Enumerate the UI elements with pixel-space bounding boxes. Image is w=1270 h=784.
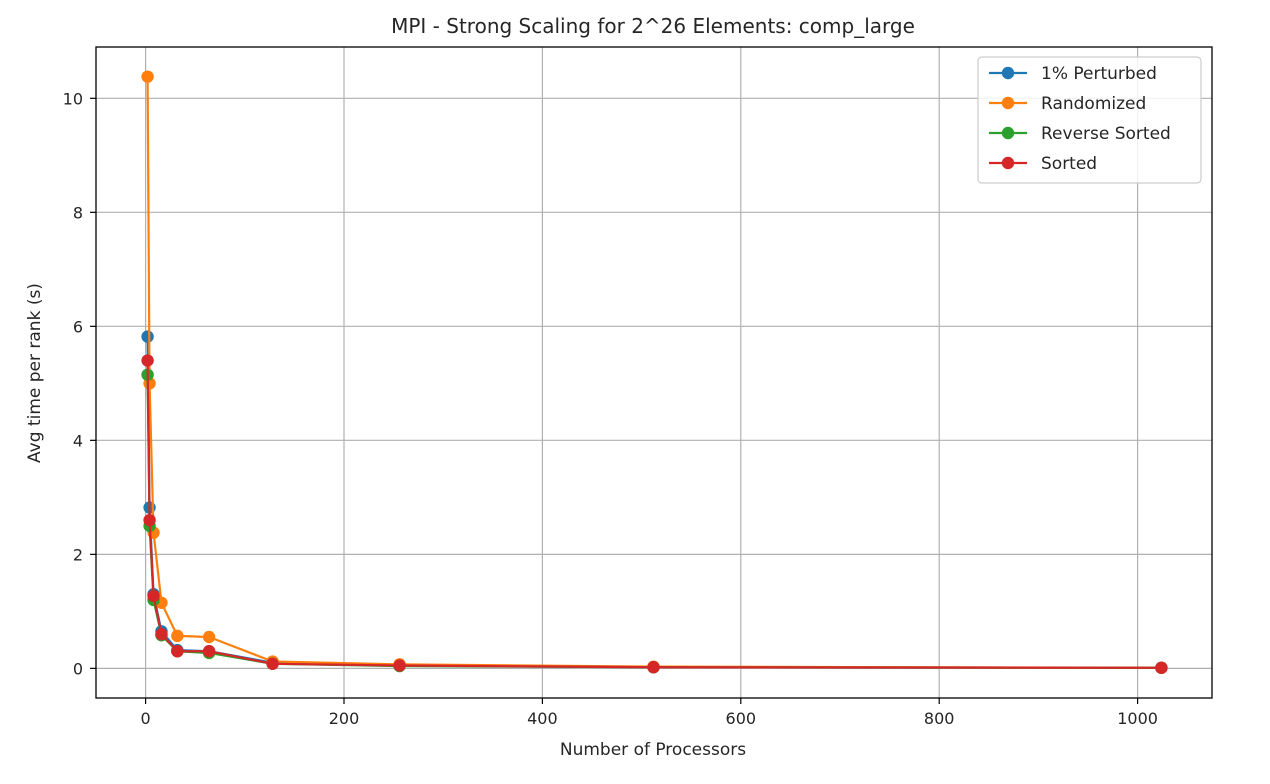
y-tick-label: 4 (73, 431, 83, 450)
series-line (146, 360, 1162, 669)
legend-label: 1% Perturbed (1041, 64, 1157, 84)
legend-marker (1001, 96, 1015, 110)
y-tick-label: 8 (73, 203, 83, 222)
legend: 1% Perturbed Randomized Reverse Sorted Sort… (977, 56, 1202, 184)
legend-box (977, 56, 1202, 184)
series-line (146, 336, 1162, 669)
data-point (141, 330, 154, 343)
legend-marker (1001, 66, 1015, 80)
legend-label: Randomized (1041, 94, 1146, 114)
legend-item: Randomized (989, 94, 1146, 114)
y-axis-label: Avg time per rank (s) (25, 283, 45, 463)
axes: 0 200 400 600 800 1000 0 2 4 6 8 10 (63, 46, 1213, 728)
data-point (647, 661, 660, 674)
data-point (143, 513, 156, 527)
x-tick-label: 400 (527, 709, 558, 728)
data-point (266, 657, 279, 670)
x-axis-label: Number of Processors (560, 740, 746, 760)
x-tick-label: 1000 (1117, 709, 1158, 728)
y-tick-label: 10 (63, 89, 83, 108)
legend-item: Reverse Sorted (989, 124, 1171, 144)
data-point (202, 645, 216, 658)
y-tick-label: 2 (73, 545, 83, 564)
legend-item: 1% Perturbed (989, 64, 1157, 84)
x-tick-label: 600 (726, 709, 757, 728)
x-tick-label: 800 (924, 709, 955, 728)
y-tick-label: 0 (73, 659, 83, 678)
legend-label: Sorted (1041, 154, 1097, 174)
y-tick-label: 6 (73, 317, 83, 336)
data-point (393, 659, 406, 672)
legend-marker (1001, 126, 1015, 140)
chart-title: MPI - Strong Scaling for 2^26 Elements: … (391, 14, 915, 38)
data-point (141, 70, 154, 83)
x-tick-label: 200 (329, 709, 360, 728)
plot-frame (95, 46, 1213, 699)
legend-item: Sorted (989, 154, 1097, 174)
data-point (202, 630, 216, 644)
legend-marker (1001, 156, 1015, 170)
x-tick-label: 0 (141, 709, 151, 728)
data-point (171, 645, 184, 658)
data-point (141, 354, 154, 367)
legend-label: Reverse Sorted (1041, 124, 1171, 144)
data-point (147, 589, 160, 603)
data-point (155, 627, 168, 641)
data-point (171, 629, 184, 643)
series-line (146, 374, 1162, 669)
series-1-perturbed (141, 330, 1168, 674)
series-sorted (141, 354, 1168, 674)
data-point (1155, 661, 1168, 674)
series-group (141, 70, 1168, 674)
series-reverse-sorted (141, 368, 1168, 674)
